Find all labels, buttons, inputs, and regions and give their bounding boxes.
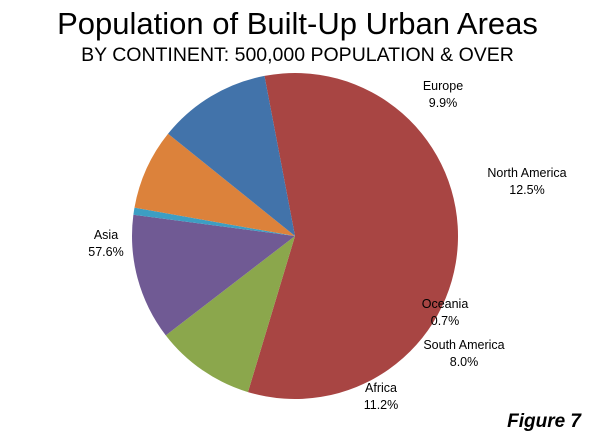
pie-slice-africa [168,75,295,236]
pie-labels: Asia 57.6% Europe 9.9% North America 12.5% Oce… [88,79,566,412]
chart-title: Population of Built-Up Urban Areas [57,6,538,41]
slice-label-africa: Africa [365,381,397,395]
chart-subtitle: BY CONTINENT: 500,000 POPULATION & OVER [81,44,514,66]
pie-slice-north-america [131,214,295,336]
pie-slice-south-america [134,133,295,236]
slice-value-europe: 9.9% [429,96,458,110]
slice-value-asia: 57.6% [88,245,123,259]
pie-slice-oceania [133,207,295,236]
slice-value-north-america: 12.5% [509,183,544,197]
slice-value-oceania: 0.7% [431,314,460,328]
slice-label-north-america: North America [487,166,566,180]
pie-slice-europe [165,236,295,393]
slice-value-south-america: 8.0% [450,355,479,369]
slice-label-europe: Europe [423,79,463,93]
pie-slice-asia [247,73,459,400]
slice-value-africa: 11.2% [364,398,399,412]
slice-label-asia: Asia [94,228,118,242]
figure-label: Figure 7 [507,411,581,432]
pie-slices [131,73,459,400]
slice-label-south-america: South America [423,338,504,352]
slice-label-oceania: Oceania [422,297,469,311]
